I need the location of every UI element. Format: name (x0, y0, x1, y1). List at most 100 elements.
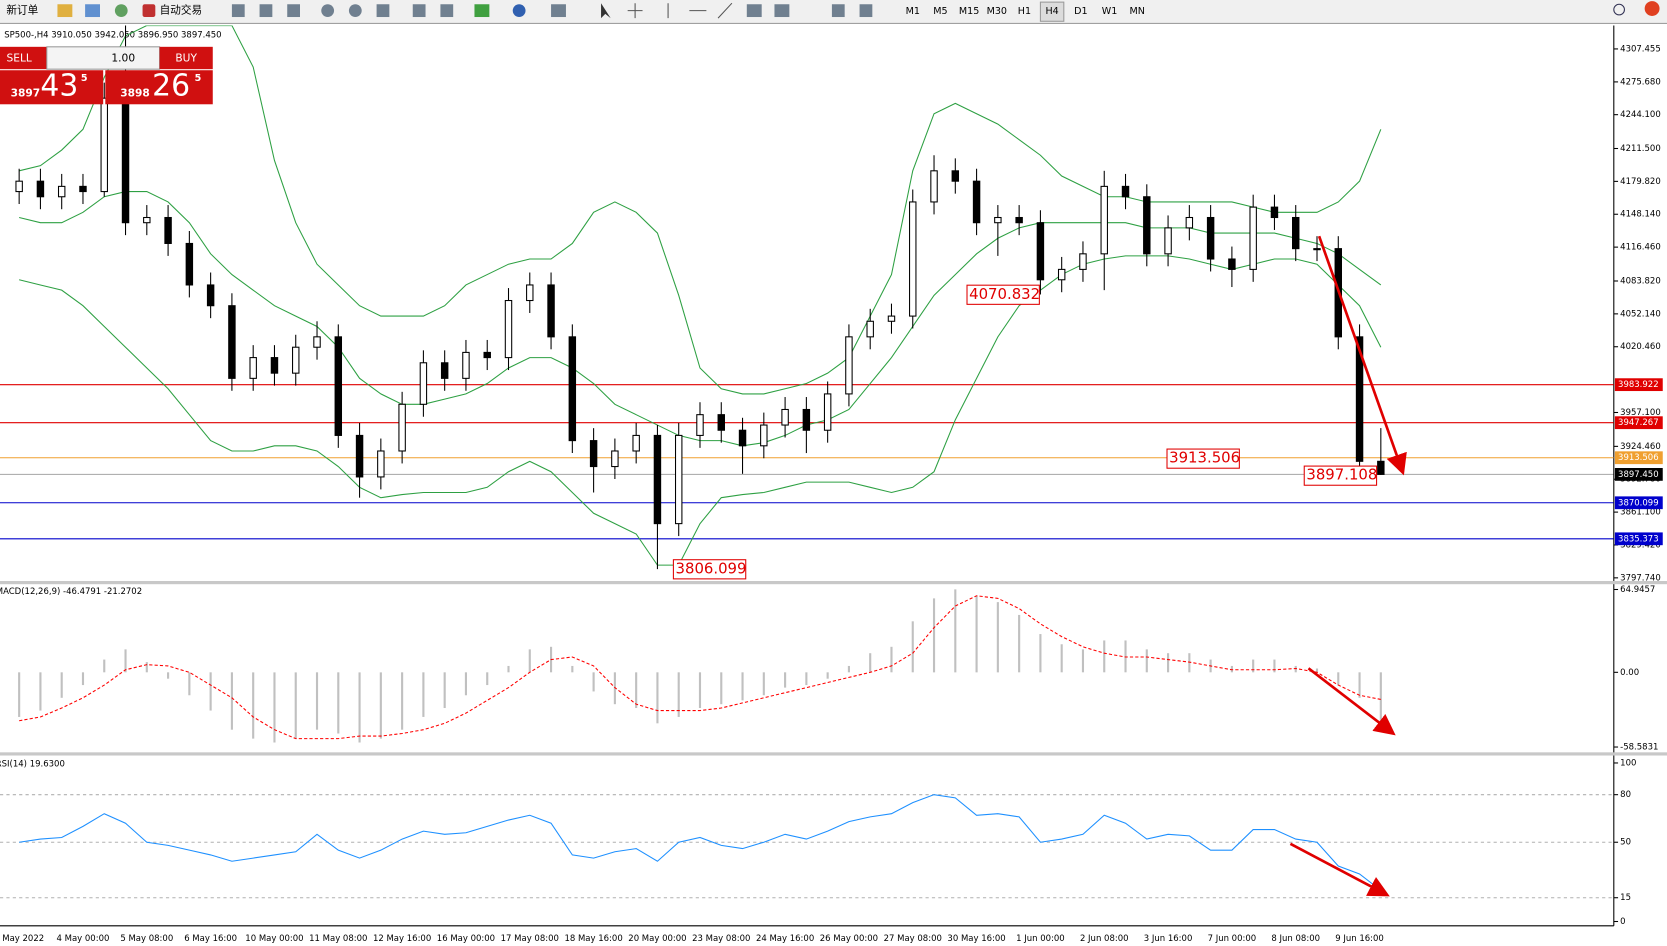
icon[interactable] (440, 4, 454, 18)
annotation: 3806.099 (676, 559, 747, 577)
sell-button[interactable] (0, 46, 47, 70)
icon[interactable] (859, 4, 873, 18)
price-plot (0, 25, 1614, 570)
candle-body (483, 351, 491, 359)
icon[interactable] (348, 4, 362, 18)
icon[interactable] (746, 4, 762, 18)
candle-body (738, 429, 747, 447)
ask-box[interactable] (105, 70, 213, 105)
bid-box[interactable] (0, 70, 104, 105)
timeframe-button[interactable]: MN (1130, 6, 1145, 17)
candle-body (1377, 460, 1385, 475)
candle-body (1185, 216, 1194, 229)
icon[interactable] (774, 4, 790, 18)
candle-body (760, 424, 768, 447)
y-tick-label: 100 (1620, 758, 1636, 768)
icon[interactable] (114, 4, 128, 18)
annotation-box (966, 284, 1040, 305)
buy-button[interactable] (159, 46, 213, 70)
y-tick-label: 3829.420 (1620, 540, 1661, 550)
icon[interactable] (601, 3, 611, 19)
candle-body (419, 362, 428, 405)
timeframes: M1 M5 M15 M30 H1 H4 D1 W1 MN (906, 1, 1145, 22)
x-tick-label: 20 May 00:00 (628, 934, 686, 944)
annotation-box (672, 559, 747, 580)
icon[interactable] (551, 4, 566, 18)
x-tick-label: 5 May 08:00 (120, 934, 173, 944)
y-tick-label: 0 (1620, 917, 1625, 927)
timeframe-button[interactable]: H1 (1018, 6, 1031, 17)
candle-body (440, 362, 449, 379)
candle-body (909, 201, 917, 317)
candle-body (249, 357, 257, 379)
trend-arrow (1317, 235, 1407, 476)
y-tick-label: 3797.740 (1620, 573, 1661, 583)
icon[interactable] (85, 4, 100, 18)
timeframe-button[interactable]: W1 (1102, 6, 1118, 17)
ask-big: 3898 (120, 87, 150, 100)
timeframe-button[interactable]: M15 (959, 6, 979, 17)
price-level-box (1614, 532, 1663, 546)
candle-body (1292, 216, 1300, 250)
macd-signal (19, 595, 1381, 740)
annotation: 3897.108 (1306, 466, 1377, 484)
price-level-box (1614, 468, 1663, 481)
y-tick-label: 0.00 (1620, 668, 1639, 678)
icon[interactable] (627, 3, 643, 19)
candle-body (57, 185, 66, 198)
auto-trading-icon[interactable] (142, 4, 156, 18)
candle-body (994, 216, 1002, 224)
candle-body (781, 408, 789, 426)
icon[interactable] (321, 4, 335, 18)
icon[interactable] (231, 4, 245, 18)
candle-body (547, 284, 555, 338)
y-tick-label: 80 (1620, 790, 1631, 800)
candle-body (1015, 216, 1023, 224)
bollinger-lower (19, 255, 1382, 566)
x-tick-label: 17 May 08:00 (501, 934, 559, 944)
y-tick-label: 4052.140 (1620, 309, 1661, 319)
y-tick-label: 3957.100 (1620, 408, 1661, 418)
timeframe-button[interactable]: D1 (1074, 6, 1087, 17)
icon[interactable] (512, 4, 526, 18)
candle-body (632, 434, 640, 452)
candle-body (100, 97, 108, 193)
icon[interactable] (474, 4, 490, 18)
icon[interactable] (831, 4, 845, 18)
icon[interactable] (412, 4, 426, 18)
candle-body (568, 336, 577, 442)
candle-body (653, 434, 662, 525)
price-level-box (1614, 451, 1663, 465)
icon[interactable] (259, 4, 273, 18)
annotation: 4070.832 (969, 285, 1040, 303)
icon[interactable] (57, 4, 73, 18)
lot-input[interactable] (46, 46, 161, 70)
price-level-label: 3983.922 (1618, 380, 1659, 390)
timeframe-button[interactable]: M5 (933, 6, 947, 17)
candle-body (164, 216, 172, 244)
candle-body (1057, 268, 1066, 281)
ask-sup: 5 (195, 73, 202, 84)
candle-body (270, 357, 279, 374)
timeframe-button[interactable]: M30 (987, 6, 1007, 17)
notification-icon[interactable] (1644, 1, 1660, 16)
annotation-box (1166, 448, 1240, 469)
icon[interactable] (376, 4, 390, 18)
auto-trading-button[interactable]: 自动交易 (160, 4, 202, 17)
candle-body (1270, 206, 1279, 219)
candle-body (1228, 258, 1236, 270)
timeframe-button[interactable]: H4 (1045, 6, 1058, 17)
timeframe-button[interactable]: M1 (906, 6, 920, 17)
new-order-button[interactable]: 新订单 (6, 4, 38, 17)
icon[interactable] (287, 4, 300, 18)
candle-body (292, 346, 300, 374)
search-icon[interactable] (1613, 3, 1625, 16)
icon[interactable] (667, 2, 733, 19)
candle-body (1079, 253, 1087, 270)
candle-body (717, 414, 725, 431)
x-tick-label: 18 May 16:00 (564, 934, 622, 944)
candle-body (611, 450, 619, 468)
candle-body (823, 393, 832, 431)
x-tick-label: 8 Jun 08:00 (1271, 934, 1320, 944)
x-tick-label: 1 Jun 00:00 (1016, 934, 1065, 944)
